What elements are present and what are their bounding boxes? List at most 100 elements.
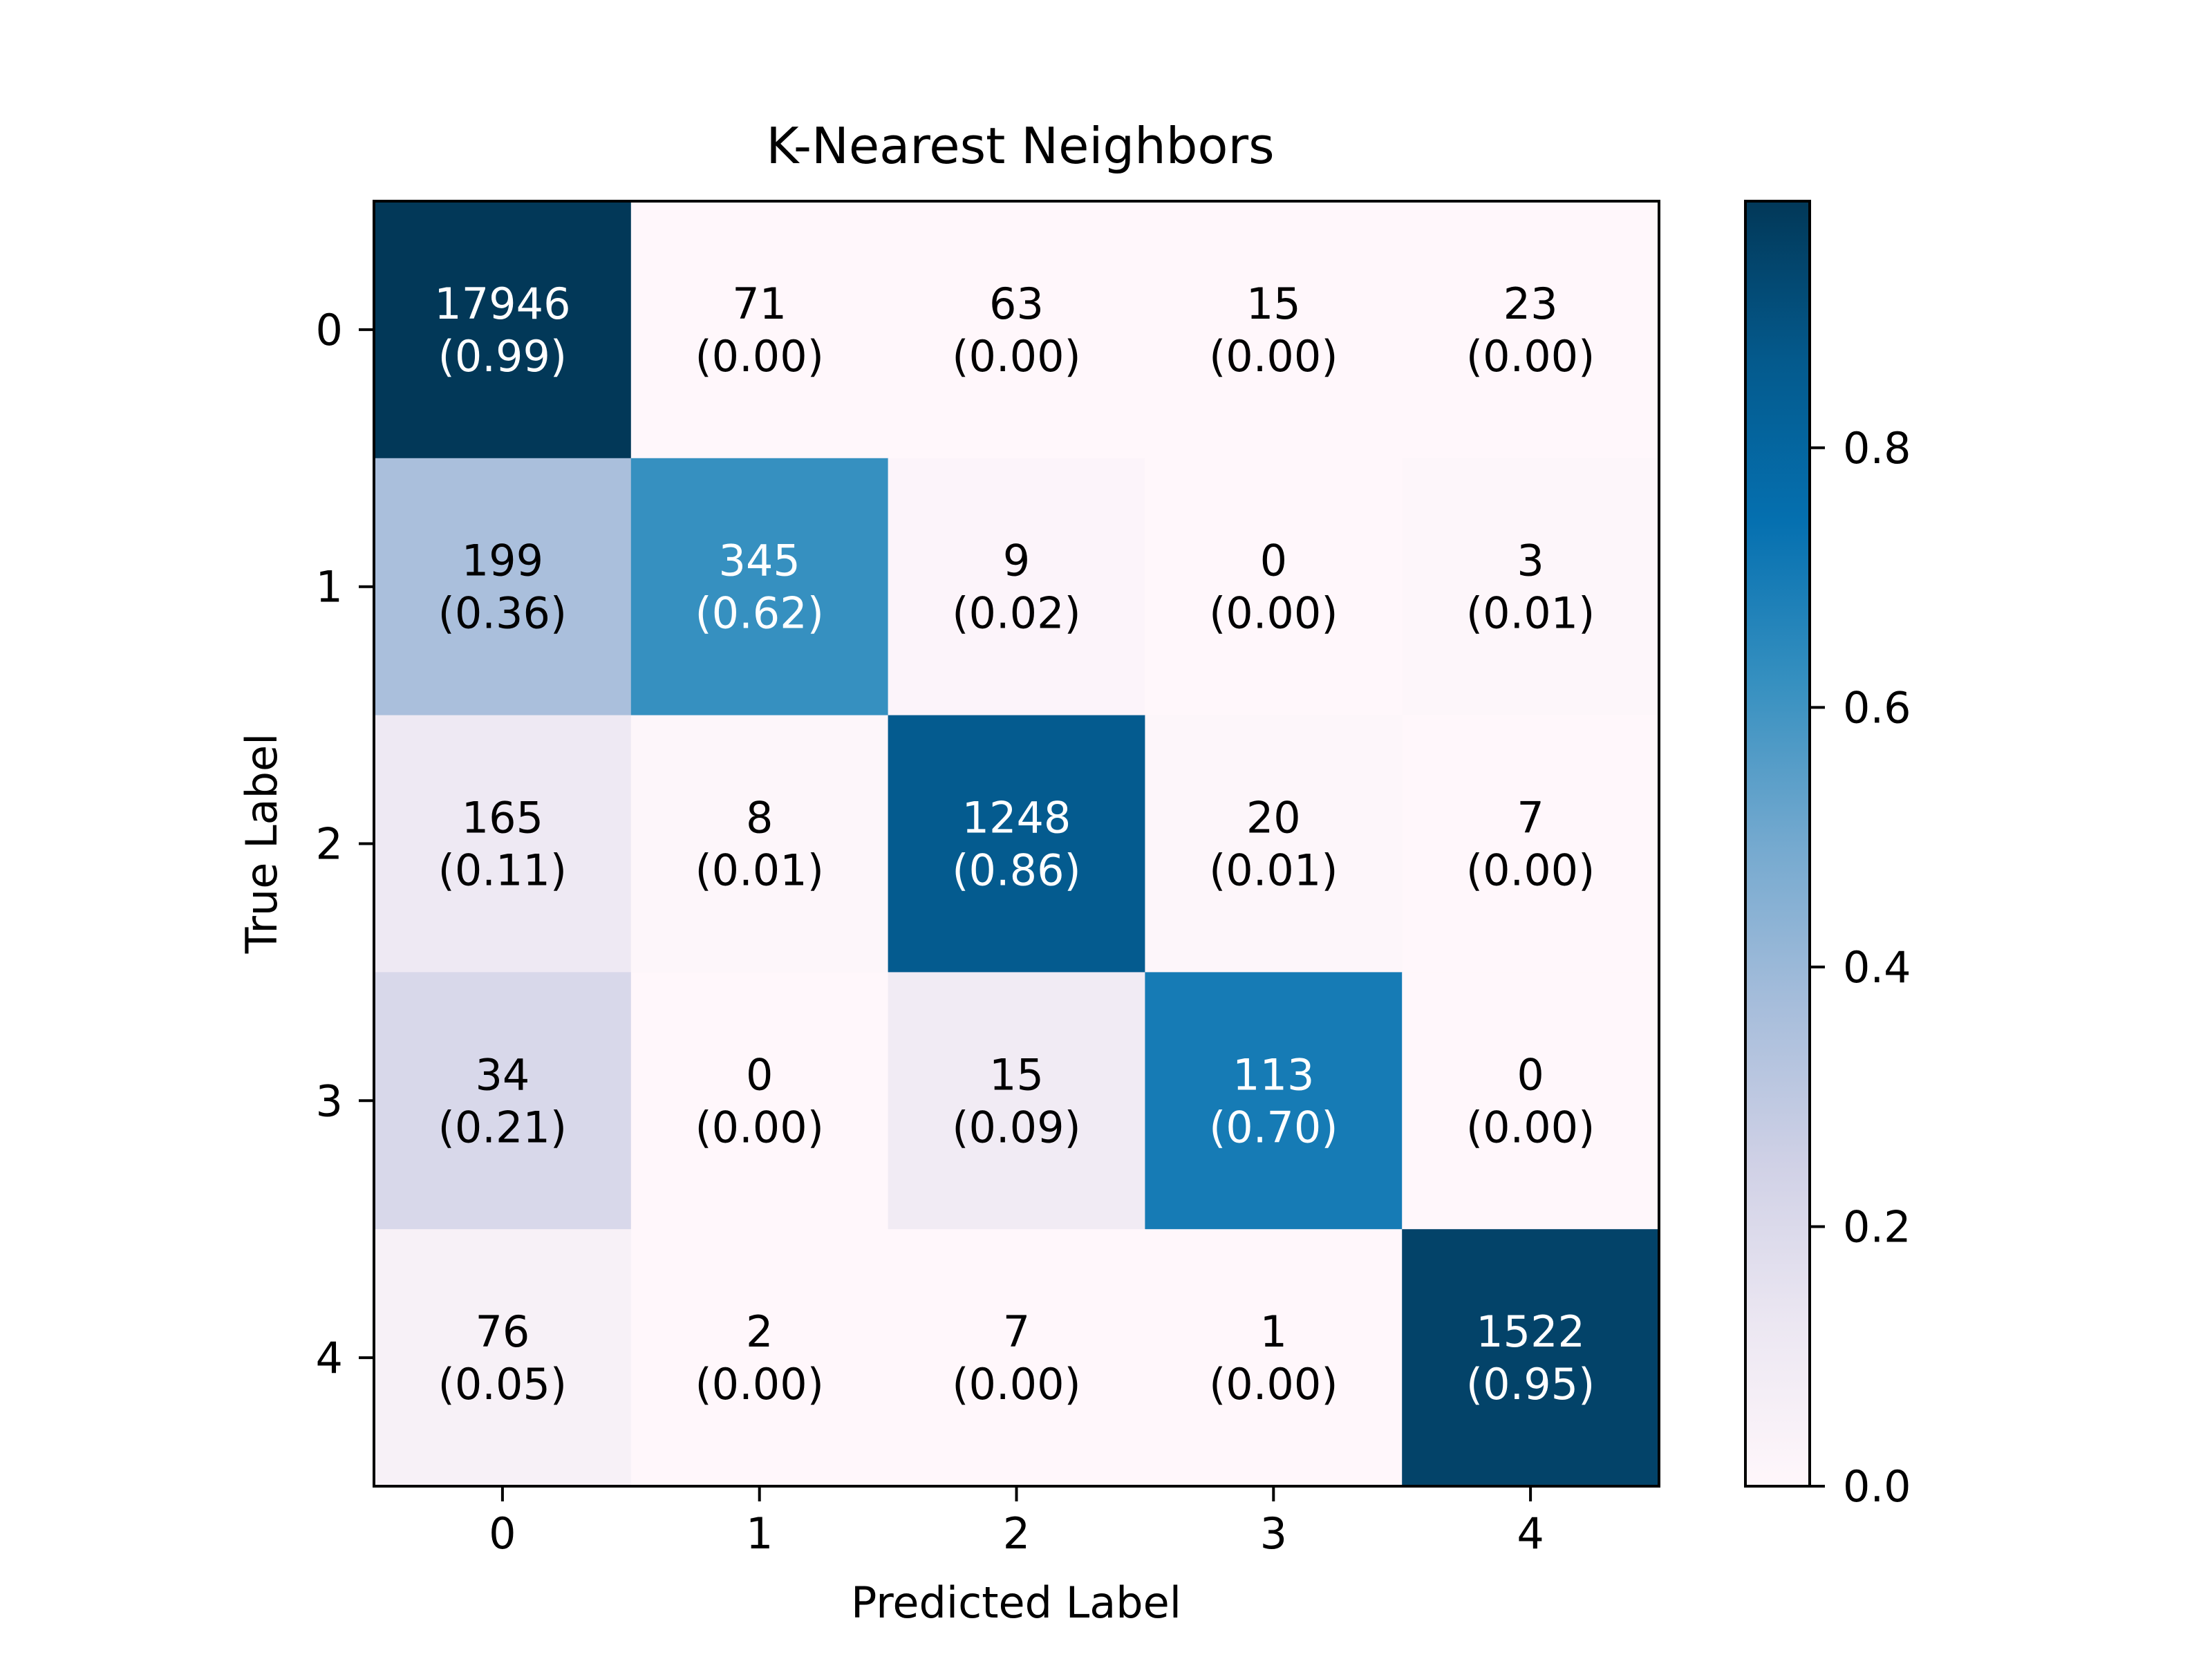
- heatmap-cell: [1145, 458, 1403, 716]
- cell-count-label: 165: [462, 793, 543, 843]
- cell-count-label: 9: [1003, 536, 1030, 586]
- x-tick-label: 4: [1517, 1508, 1544, 1559]
- x-axis-label: Predicted Label: [851, 1577, 1181, 1628]
- chart-title: K-Nearest Neighbors: [766, 117, 1274, 175]
- cell-ratio-label: (0.00): [952, 1359, 1080, 1409]
- heatmap-cells: [374, 201, 1660, 1487]
- cell-ratio-label: (0.00): [695, 1359, 823, 1409]
- cell-count-label: 1: [1260, 1306, 1287, 1357]
- heatmap-cell: [630, 972, 889, 1230]
- heatmap-cell: [888, 1229, 1145, 1487]
- heatmap-cell: [1402, 972, 1660, 1230]
- colorbar-tick-label: 0.8: [1843, 423, 1911, 474]
- x-axis-ticks: 0 1 2 3 4: [489, 1486, 1544, 1559]
- cell-count-label: 15: [989, 1049, 1044, 1100]
- cell-ratio-label: (0.05): [438, 1359, 567, 1409]
- heatmap-cell: [374, 1229, 632, 1487]
- colorbar: [1744, 200, 1811, 1488]
- heatmap-cell: [888, 458, 1145, 716]
- heatmap-cell: [630, 715, 889, 973]
- cell-ratio-label: (0.09): [952, 1102, 1080, 1152]
- cell-ratio-label: (0.01): [1466, 588, 1595, 639]
- heatmap-cell: [1145, 201, 1403, 459]
- heatmap-cell: [1145, 1229, 1403, 1487]
- cell-count-label: 23: [1503, 279, 1558, 329]
- cell-ratio-label: (0.01): [1209, 845, 1338, 896]
- heatmap-cell: [888, 201, 1145, 459]
- cell-ratio-label: (0.00): [695, 1102, 823, 1152]
- x-tick-label: 2: [1003, 1508, 1030, 1559]
- cell-ratio-label: (0.00): [1466, 331, 1595, 382]
- cell-ratio-label: (0.36): [438, 588, 567, 639]
- heatmap-cell: [888, 715, 1145, 973]
- colorbar-ticks: 0.0 0.2 0.4 0.6 0.8: [1810, 423, 1911, 1512]
- colorbar-tick-label: 0.4: [1843, 942, 1911, 993]
- cell-count-label: 1522: [1476, 1306, 1585, 1357]
- x-tick-label: 1: [746, 1508, 773, 1559]
- cell-count-label: 113: [1232, 1049, 1314, 1100]
- heatmap-cell: [1402, 715, 1660, 973]
- cell-count-label: 0: [746, 1049, 773, 1100]
- cell-ratio-label: (0.86): [952, 845, 1080, 896]
- cell-ratio-label: (0.00): [1466, 845, 1595, 896]
- cell-ratio-label: (0.00): [1209, 331, 1338, 382]
- cell-ratio-label: (0.62): [695, 588, 823, 639]
- y-tick-label: 1: [316, 562, 343, 612]
- cell-count-label: 8: [746, 793, 773, 843]
- heatmap-cell-labels: 17946(0.99)71(0.00)63(0.00)15(0.00)23(0.…: [434, 279, 1595, 1409]
- y-axis-ticks: 0 1 2 3 4: [316, 305, 374, 1383]
- colorbar-tick-label: 0.6: [1843, 682, 1911, 733]
- heatmap-cell: [630, 201, 889, 459]
- heatmap-cell: [630, 458, 889, 716]
- cell-ratio-label: (0.00): [1209, 1359, 1338, 1409]
- cell-count-label: 76: [475, 1306, 529, 1357]
- cell-count-label: 71: [732, 279, 787, 329]
- cell-ratio-label: (0.01): [695, 845, 823, 896]
- colorbar-tick-label: 0.0: [1843, 1461, 1911, 1512]
- cell-count-label: 34: [475, 1049, 529, 1100]
- cell-ratio-label: (0.00): [1209, 588, 1338, 639]
- cell-count-label: 2: [746, 1306, 773, 1357]
- y-tick-label: 2: [316, 819, 343, 870]
- heatmap-cell: [1402, 201, 1660, 459]
- cell-count-label: 15: [1246, 279, 1301, 329]
- x-tick-label: 3: [1260, 1508, 1287, 1559]
- cell-count-label: 345: [719, 536, 800, 586]
- heatmap-cell: [1402, 1229, 1660, 1487]
- heatmap-cell: [1145, 972, 1403, 1230]
- colorbar-tick-label: 0.2: [1843, 1201, 1911, 1252]
- cell-ratio-label: (0.00): [695, 331, 823, 382]
- cell-count-label: 7: [1003, 1306, 1030, 1357]
- cell-ratio-label: (0.02): [952, 588, 1080, 639]
- heatmap-cell: [374, 715, 632, 973]
- x-tick-label: 0: [489, 1508, 516, 1559]
- heatmap-cell: [374, 458, 632, 716]
- cell-ratio-label: (0.00): [1466, 1102, 1595, 1152]
- cell-ratio-label: (0.11): [438, 845, 567, 896]
- heatmap-cell: [1402, 458, 1660, 716]
- cell-count-label: 17946: [434, 279, 570, 329]
- heatmap-cell: [1145, 715, 1403, 973]
- y-tick-label: 0: [316, 305, 343, 355]
- heatmap-cell: [630, 1229, 889, 1487]
- heatmap-cell: [374, 972, 632, 1230]
- cell-ratio-label: (0.95): [1466, 1359, 1595, 1409]
- cell-count-label: 1248: [962, 793, 1071, 843]
- y-tick-label: 3: [316, 1076, 343, 1126]
- cell-count-label: 0: [1260, 536, 1287, 586]
- cell-count-label: 63: [989, 279, 1044, 329]
- cell-ratio-label: (0.99): [438, 331, 567, 382]
- cell-count-label: 199: [462, 536, 543, 586]
- heatmap-cell: [888, 972, 1145, 1230]
- heatmap-cell: [374, 201, 632, 459]
- cell-ratio-label: (0.00): [952, 331, 1080, 382]
- cell-count-label: 7: [1517, 793, 1544, 843]
- cell-ratio-label: (0.21): [438, 1102, 567, 1152]
- cell-count-label: 3: [1517, 536, 1544, 586]
- cell-count-label: 20: [1246, 793, 1301, 843]
- y-axis-label: True Label: [236, 733, 287, 955]
- y-tick-label: 4: [316, 1333, 343, 1383]
- cell-ratio-label: (0.70): [1209, 1102, 1338, 1152]
- cell-count-label: 0: [1517, 1049, 1544, 1100]
